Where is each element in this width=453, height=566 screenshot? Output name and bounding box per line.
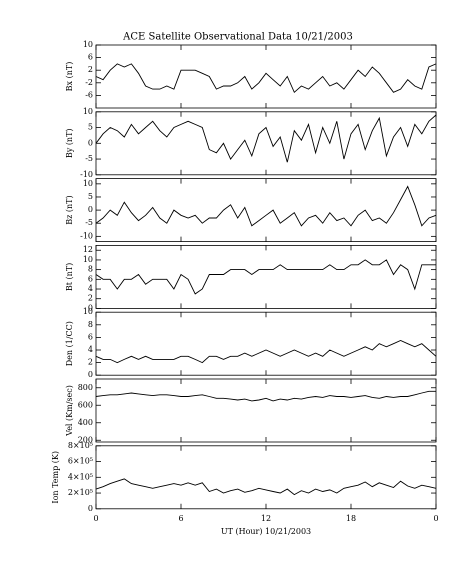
x-tick-label: 18 [346,514,356,523]
y-axis-label: Ion Temp (K) [51,451,60,504]
y-tick-label: 6 [88,274,93,283]
x-tick-label: 12 [261,514,271,523]
y-tick-label: 10 [83,107,93,116]
y-tick-label: 6×10⁵ [68,457,93,466]
y-tick-label: 2 [88,358,93,367]
panel-frame [95,445,437,510]
y-axis-label: Vel (Km/sec) [65,385,74,437]
y-tick-label: -10 [80,231,93,240]
x-axis-label: UT (Hour) 10/21/2003 [221,527,311,536]
y-tick-label: 10 [83,40,93,49]
y-tick-label: -2 [85,78,93,87]
y-tick-label: 10 [83,307,93,316]
panel-frame [95,378,437,443]
y-tick-label: 600 [78,400,93,409]
data-line [95,259,436,295]
y-tick-label: -6 [85,90,93,99]
y-tick-label: 6 [88,332,93,341]
y-axis-label: Bt (nT) [65,263,74,291]
x-tick-label: 0 [433,514,438,523]
y-tick-label: -5 [85,218,93,227]
y-tick-label: -5 [85,154,93,163]
y-tick-label: 0 [88,303,93,312]
y-tick-label: 6 [88,53,93,62]
data-line [95,63,437,94]
x-tick-label: 6 [178,514,183,523]
panel-frame [95,311,437,376]
y-tick-label: 10 [83,179,93,188]
y-tick-label: 2×10⁵ [68,488,93,497]
y-tick-label: 5 [88,192,93,201]
panel-frame [95,244,437,309]
y-tick-label: 2 [88,294,93,303]
panel-frame [95,178,437,243]
y-tick-label: 4×10⁵ [68,472,93,481]
y-tick-label: 5 [88,123,93,132]
y-tick-label: 12 [83,245,93,254]
panel-frame [95,44,437,109]
y-tick-label: 8 [88,320,93,329]
y-axis-label: Bx (nT) [65,62,74,92]
y-tick-label: 0 [88,138,93,147]
y-tick-label: 8×10⁵ [68,441,93,450]
y-tick-label: 8 [88,265,93,274]
y-tick-label: 4 [88,284,93,293]
data-line [95,185,437,227]
y-tick-label: 0 [88,370,93,379]
data-line [95,478,437,496]
y-tick-label: 2 [88,65,93,74]
y-tick-label: 200 [78,435,93,444]
data-line [95,114,437,163]
y-tick-label: 800 [78,383,93,392]
panel-frame [95,111,437,176]
y-tick-label: 10 [83,255,93,264]
y-axis-label: By (nT) [65,128,74,158]
y-tick-label: 4 [88,345,93,354]
y-axis-label: Den (1/CC) [65,321,74,366]
x-tick-label: 0 [93,514,98,523]
y-axis-label: Bz (nT) [65,195,74,224]
data-line [95,390,436,402]
y-tick-label: 0 [88,205,93,214]
data-line [95,340,437,364]
y-tick-label: 400 [78,418,93,427]
y-tick-label: -10 [80,170,93,179]
y-tick-label: 0 [88,504,93,513]
chart-title: ACE Satellite Observational Data 10/21/2… [122,32,353,43]
